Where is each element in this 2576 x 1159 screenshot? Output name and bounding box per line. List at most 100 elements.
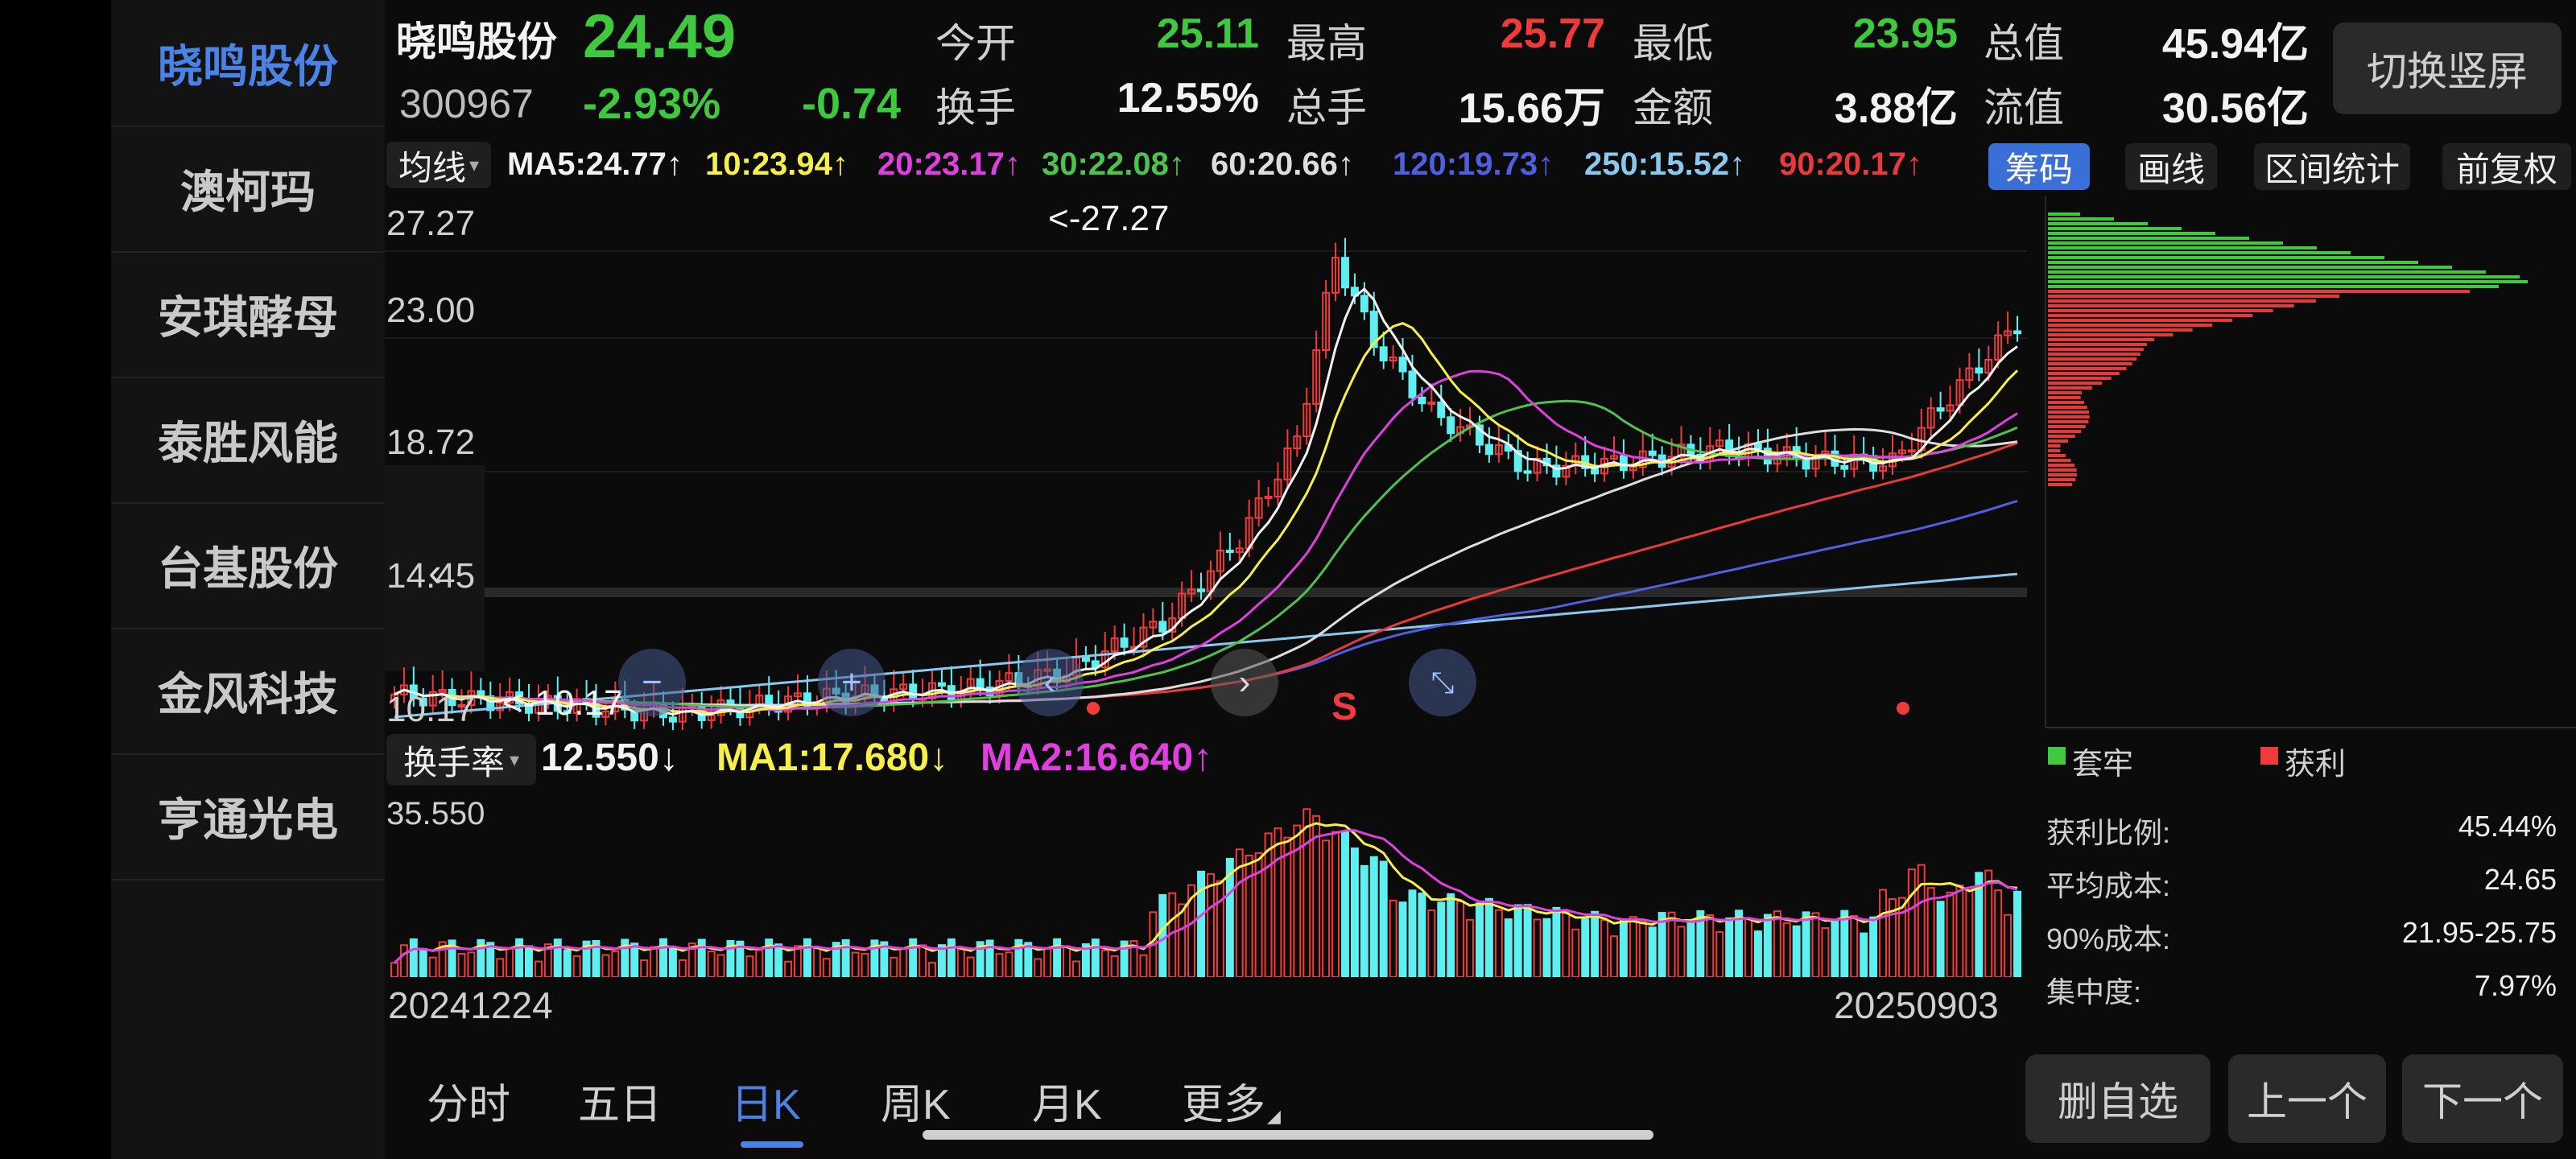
price-tick: 23.00 <box>386 291 475 330</box>
candle-body <box>794 692 802 698</box>
switch-portrait-button[interactable]: 切换竖屏 <box>2333 23 2562 114</box>
turnover-bar <box>1591 910 1600 977</box>
turnover-bar <box>1831 920 1839 977</box>
sidebar-item-xiaoming[interactable]: 晓鸣股份 <box>111 0 385 127</box>
chevron-left-icon: ‹ <box>1043 662 1056 702</box>
turnover-bar <box>409 938 418 977</box>
turnover-bar <box>1494 909 1503 977</box>
candle-body <box>1926 407 1935 429</box>
sidebar-item-goldwind[interactable]: 金风科技 <box>111 628 385 755</box>
draw-line-button[interactable]: 画线 <box>2125 143 2217 190</box>
turnover-bar <box>1341 831 1349 977</box>
last-price: 24.49 <box>583 2 737 71</box>
chip-bar <box>2048 406 2087 409</box>
mktcap-value: 45.94亿 <box>2161 21 2309 68</box>
candle-body <box>1418 396 1426 405</box>
candle-body <box>1369 311 1378 349</box>
chip-bar <box>2048 435 2075 438</box>
candle-body <box>1005 672 1013 683</box>
tab-more[interactable]: 更多 <box>1182 1082 1266 1128</box>
chip-bar <box>2048 319 2233 322</box>
chip-bar <box>2048 478 2076 481</box>
turnover-bar <box>1984 869 1993 977</box>
sidebar-item-taiji[interactable]: 台基股份 <box>111 502 385 629</box>
candle-body <box>1552 464 1561 478</box>
zoom-in-button[interactable]: + <box>818 649 886 716</box>
active-tab-indicator <box>741 1141 803 1148</box>
previous-stock-button[interactable]: 上一个 <box>2228 1054 2386 1143</box>
chip-bar <box>2048 241 2283 245</box>
scroll-right-button[interactable]: › <box>1211 649 1278 716</box>
sidebar-item-aucma[interactable]: 澳柯玛 <box>111 126 385 253</box>
turnover-bar <box>659 938 667 977</box>
exit-fullscreen-button[interactable]: ⤡ <box>1409 649 1476 716</box>
tab-weekly-k[interactable]: 周K <box>881 1082 951 1128</box>
turnover-top-tick: 35.550 <box>386 796 485 831</box>
tab-intraday[interactable]: 分时 <box>427 1082 511 1128</box>
ma30-readout: 30:22.08↑ <box>1042 146 1185 182</box>
turnover-selector[interactable]: 换手率 ▾ <box>386 734 536 786</box>
range-stats-button[interactable]: 区间统计 <box>2254 143 2410 190</box>
tab-daily-k[interactable]: 日K <box>731 1082 801 1128</box>
scroll-left-button[interactable]: ‹ <box>1016 649 1084 716</box>
candle-body <box>1648 450 1657 456</box>
ma-selector[interactable]: 均线 ▾ <box>386 142 491 188</box>
turnover-ma2-line <box>393 829 2018 964</box>
turnover-bar <box>851 951 860 977</box>
next-stock-button[interactable]: 下一个 <box>2402 1054 2563 1143</box>
tab-five-day[interactable]: 五日 <box>578 1082 663 1128</box>
chevron-left-icon[interactable]: ‹ <box>428 550 442 595</box>
home-indicator[interactable] <box>923 1130 1653 1140</box>
sidebar-item-titan-wind[interactable]: 泰胜风能 <box>111 377 385 504</box>
tab-monthly-k[interactable]: 月K <box>1032 1082 1102 1128</box>
turnover-bar <box>1513 904 1522 977</box>
turnover-bar <box>890 956 898 977</box>
turnover-bar <box>1735 909 1744 977</box>
chip-bar <box>2048 357 2137 361</box>
chip-bar <box>2048 362 2132 365</box>
remove-watchlist-button[interactable]: 删自选 <box>2025 1054 2211 1143</box>
change-percent: -2.93% <box>583 80 721 128</box>
candle-body <box>1293 435 1302 450</box>
candle-body <box>1494 444 1503 456</box>
turnover-bar <box>1657 912 1666 977</box>
trapped-legend-label: 套牢 <box>2072 748 2134 782</box>
chip-bar <box>2048 386 2092 390</box>
chip-bar <box>2048 353 2140 356</box>
turnover-bar <box>1840 909 1849 977</box>
turnover-bar <box>1216 880 1224 977</box>
candle-body <box>1081 656 1090 662</box>
chip-bar <box>2048 473 2078 476</box>
price-tick: 27.27 <box>386 204 475 243</box>
turnover-bar <box>1235 848 1244 977</box>
candle-body <box>1225 550 1234 554</box>
turnover-bar <box>1081 943 1090 977</box>
candle-body <box>1484 443 1493 456</box>
candle-body <box>1322 291 1331 352</box>
plus-icon: + <box>841 662 862 702</box>
chip-bar <box>2048 464 2075 467</box>
turnover-bar <box>553 938 562 977</box>
candle-body <box>1984 359 1993 374</box>
candle-body <box>668 716 677 723</box>
turnover-bar <box>803 938 811 977</box>
kline-chart[interactable]: 27.27 23.00 18.72 14.45 10.17 <-27.27 <-… <box>385 196 2027 731</box>
chip-bar <box>2048 410 2090 414</box>
turnover-bar <box>1782 922 1791 977</box>
turnover-bar <box>1725 917 1734 977</box>
chips-button[interactable]: 筹码 <box>1988 143 2090 190</box>
volume-label: 总手 <box>1286 85 1367 130</box>
turnover-bar <box>1053 938 1062 977</box>
chip-bar <box>2048 468 2077 472</box>
zoom-out-button[interactable]: − <box>618 649 686 716</box>
sidebar-item-hengtong[interactable]: 亨通光电 <box>111 753 385 881</box>
turnover-ma2: MA2:16.640↑ <box>980 736 1213 779</box>
sidebar-item-angel-yeast[interactable]: 安琪酵母 <box>111 251 385 378</box>
hover-panel <box>385 465 485 671</box>
candle-body <box>1341 257 1349 289</box>
trapped-legend-swatch <box>2048 747 2066 765</box>
adjust-button[interactable]: 前复权 <box>2442 143 2571 190</box>
turnover-bar <box>1926 887 1935 977</box>
turnover-bar <box>1379 860 1388 977</box>
chip-bar <box>2048 295 2340 298</box>
